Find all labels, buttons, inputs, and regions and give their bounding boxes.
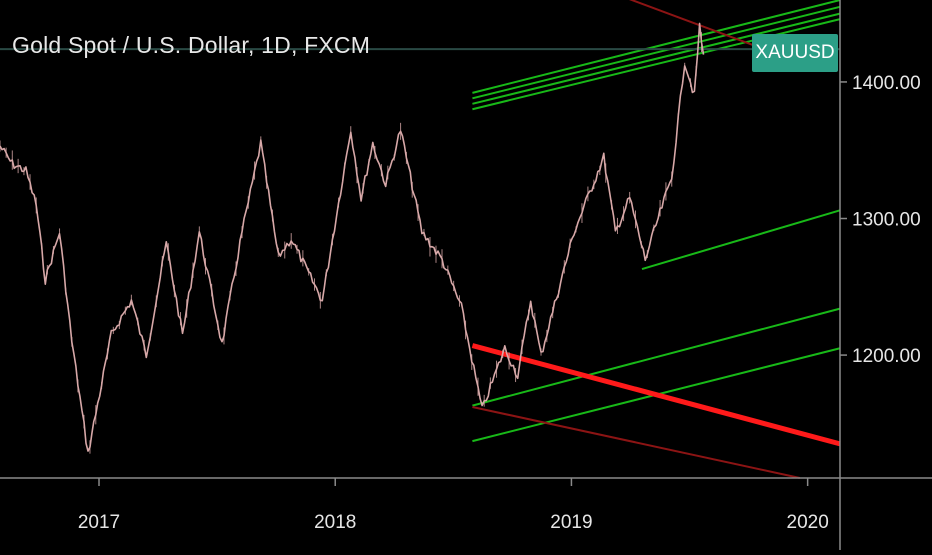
x-tick-label: 2019 [550, 512, 592, 533]
chart-title: Gold Spot / U.S. Dollar, 1D, FXCM [12, 32, 371, 58]
drawing-line-green[interactable] [472, 307, 841, 407]
drawings-layer [0, 0, 841, 479]
candles-layer [0, 22, 705, 454]
y-tick-label: 1200.00 [852, 346, 921, 367]
y-tick-label: 1400.00 [852, 73, 921, 94]
price-badge[interactable]: XAUUSD [752, 34, 838, 72]
x-tick-label: 2017 [78, 512, 120, 533]
drawing-line-green[interactable] [641, 209, 841, 271]
drawing-line-dark-red[interactable] [472, 406, 801, 479]
x-tick-label: 2018 [314, 512, 356, 533]
drawing-line-dark-red[interactable] [591, 0, 761, 49]
price-series [0, 22, 705, 452]
x-tick-label: 2020 [787, 512, 829, 533]
drawing-line-green[interactable] [472, 12, 841, 105]
y-tick-label: 1300.00 [852, 210, 921, 231]
drawing-line-green[interactable] [472, 5, 841, 100]
drawing-line-red[interactable] [471, 343, 841, 447]
drawing-line-green[interactable] [472, 0, 841, 94]
